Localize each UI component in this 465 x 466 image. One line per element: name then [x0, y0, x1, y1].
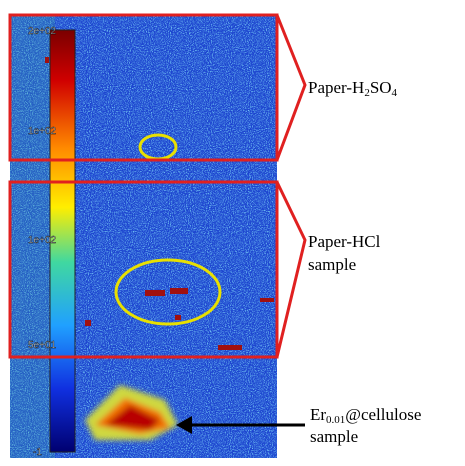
colorbar-label: 1e+02	[28, 235, 57, 246]
heat-image: 2e+02 1e+02 1e+02 5e+01 -1	[10, 15, 277, 458]
colorbar-label: 5e+01	[28, 340, 57, 351]
annotation: Paper-H2SO4	[308, 78, 398, 99]
annotation: sample	[310, 427, 358, 446]
colorbar-label: -1	[33, 447, 42, 458]
figure: 2e+02 1e+02 1e+02 5e+01 -1 Paper-H2SO4 P…	[0, 0, 465, 466]
colorbar-label: 1e+02	[28, 126, 57, 137]
annotation: Er0.01@cellulose	[310, 405, 421, 426]
colorbar-label: 2e+02	[28, 26, 57, 37]
annotation: Paper-HCl	[308, 232, 381, 251]
annotation: sample	[308, 255, 356, 274]
